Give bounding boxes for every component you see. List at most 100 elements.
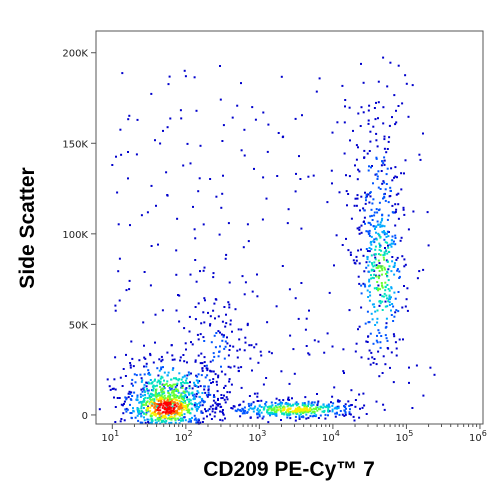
data-point [378,270,381,272]
data-point [171,385,174,388]
data-point [415,364,418,367]
data-point [162,390,165,393]
data-point [220,206,223,209]
data-point [275,409,278,412]
data-point [395,347,398,350]
data-point [327,406,330,409]
data-point [315,406,318,409]
data-point [319,414,322,417]
data-point [378,331,381,334]
data-point [390,351,393,354]
data-point [294,419,297,422]
data-point [270,409,273,412]
data-point [330,401,332,404]
data-point [376,175,379,178]
data-point [301,114,303,117]
data-point [387,298,390,301]
data-point [383,230,385,233]
data-point [389,186,392,189]
data-point [167,390,170,392]
data-point [182,416,185,419]
data-point [179,403,182,406]
data-point [331,131,334,134]
data-point [150,92,153,95]
data-point [117,270,120,273]
data-point [182,381,184,384]
data-point [317,340,320,343]
data-point [154,394,157,397]
data-point [175,396,178,399]
data-point [161,309,164,312]
data-point [137,419,140,422]
data-point [237,366,240,369]
data-point [189,162,192,165]
data-point [270,406,273,409]
data-point [398,270,401,273]
data-point [144,396,147,399]
data-point [302,408,305,411]
data-point [295,401,298,404]
data-point [383,193,386,196]
data-point [370,208,373,211]
data-point [422,268,425,271]
data-point [367,221,370,224]
data-point [220,365,222,368]
data-point [418,153,421,156]
data-point [183,397,186,400]
data-point [170,418,173,421]
data-point [229,319,232,322]
data-point [147,410,150,413]
data-point [372,342,375,345]
data-point [198,177,201,180]
data-point [178,400,181,402]
data-point [391,256,394,258]
data-point [226,391,229,394]
data-point [189,399,192,402]
data-point [129,364,132,367]
data-point [285,413,288,416]
data-point [136,414,139,417]
data-point [176,217,179,220]
data-point [354,399,357,401]
data-point [392,242,395,245]
data-point [368,291,371,294]
data-point [203,385,206,388]
data-point [227,354,230,357]
data-point [389,61,392,64]
data-point [206,415,208,418]
y-tick-label: 100K [62,230,88,241]
data-point [223,394,225,397]
data-point [213,415,216,418]
data-point [297,317,300,320]
data-point [284,402,287,405]
data-point [218,403,221,406]
data-point [221,419,224,422]
data-point [372,182,374,185]
data-point [305,345,308,347]
data-point [210,370,213,373]
data-point [157,394,160,397]
data-point [183,69,186,72]
data-point [390,286,393,289]
data-point [240,149,243,152]
data-point [219,410,222,413]
data-point [130,412,133,414]
data-point [153,379,156,382]
data-point [219,345,221,348]
data-point [384,285,387,288]
data-point [202,223,205,226]
data-point [178,422,181,425]
data-point [144,393,146,396]
data-point [168,417,171,420]
data-point [162,416,165,419]
data-point [132,407,134,410]
data-point [162,419,165,422]
data-point [298,155,300,158]
x-axis-title: CD209 PE-Cy™ 7 [203,458,375,481]
data-point [143,271,146,273]
data-point [156,409,159,411]
data-point [144,421,147,424]
data-point [151,385,154,388]
data-point [375,139,378,142]
data-point [139,396,142,398]
